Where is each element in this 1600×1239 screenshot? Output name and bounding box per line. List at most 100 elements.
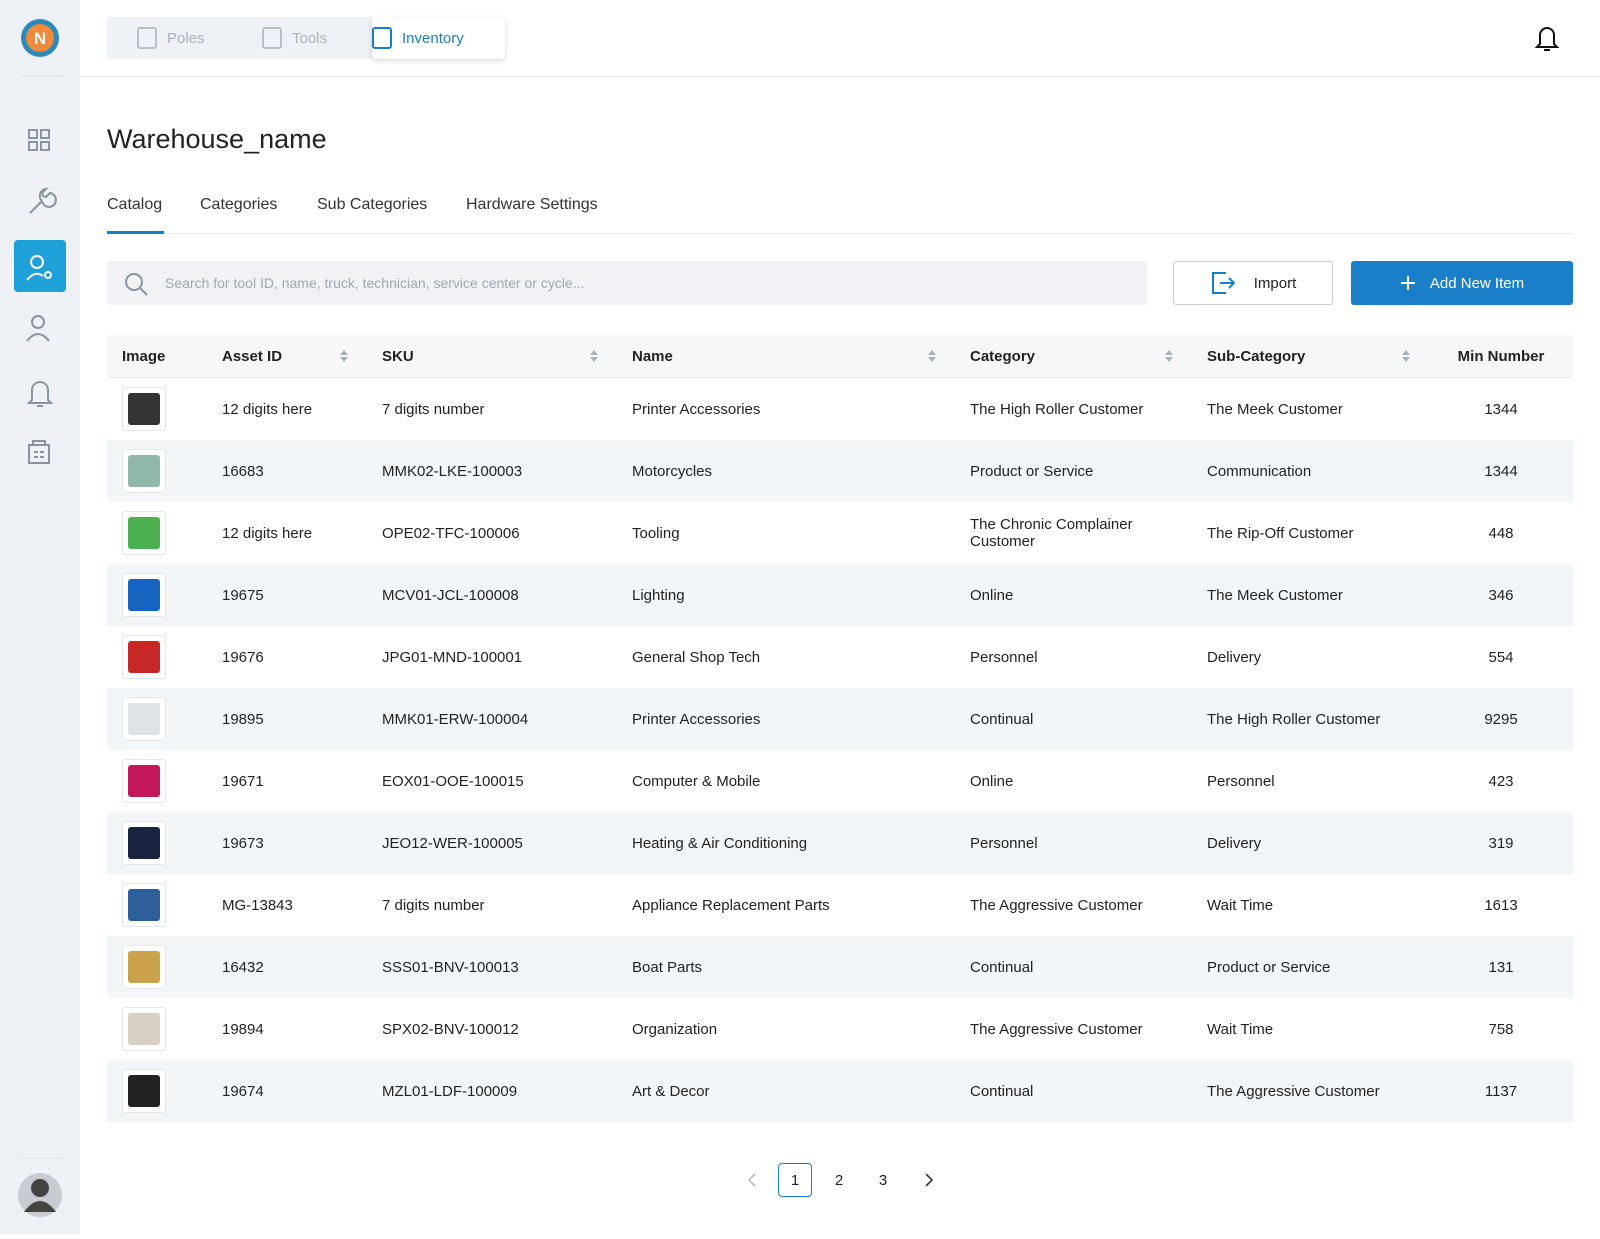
table-cell: EOX01-OOE-100015 (382, 772, 524, 790)
table-cell: Personnel (1207, 772, 1275, 790)
sort-icon[interactable] (1401, 349, 1411, 363)
column-header[interactable]: Sub-Category (1192, 335, 1429, 378)
bell-icon[interactable] (1532, 22, 1562, 54)
table-cell: Heating & Air Conditioning (617, 812, 955, 874)
prev-page[interactable] (745, 1172, 759, 1188)
table-cell: The Aggressive Customer (970, 1020, 1143, 1038)
image-cell (107, 874, 207, 936)
catalog-table: Image Asset ID SKU Name Category Sub-Category… (107, 335, 1573, 1122)
table-cell: 319 (1429, 812, 1573, 874)
table-row[interactable]: 19673 JEO12-WER-100005 Heating & Air Condi… (107, 812, 1573, 874)
table-cell: OPE02-TFC-100006 (382, 524, 520, 542)
table-cell: The Aggressive Customer (1192, 1060, 1429, 1122)
item-thumbnail (122, 821, 166, 865)
item-thumbnail (122, 635, 166, 679)
table-cell: Appliance Replacement Parts (632, 896, 830, 914)
column-header[interactable]: Category (955, 335, 1192, 378)
table-cell: MZL01-LDF-100009 (367, 1060, 617, 1122)
sub-tab[interactable]: Categories (200, 196, 278, 213)
page-number[interactable]: 2 (834, 1171, 844, 1189)
table-row[interactable]: MG-13843 7 digits number Appliance Replace… (107, 874, 1573, 936)
table-cell: MMK01-ERW-100004 (367, 688, 617, 750)
table-cell: The Chronic Complainer Customer (970, 516, 1133, 550)
search-box[interactable]: Search for tool ID, name, truck, technic… (107, 261, 1147, 305)
table-row[interactable]: 19675 MCV01-JCL-100008 Lighting Online The M… (107, 564, 1573, 626)
table-cell: The Aggressive Customer (970, 896, 1143, 914)
table-cell: 19894 (222, 1020, 264, 1038)
nav-tab-icon (137, 27, 157, 49)
item-thumbnail (122, 759, 166, 803)
active-tab-underline (107, 231, 164, 234)
table-cell: Printer Accessories (617, 688, 955, 750)
table-cell: 16683 (207, 440, 367, 502)
column-header[interactable]: Asset ID (207, 335, 367, 378)
page-number[interactable]: 1 (778, 1163, 812, 1197)
table-cell: 19676 (222, 648, 264, 666)
image-cell (107, 688, 207, 750)
sub-tab[interactable]: Hardware Settings (466, 196, 598, 213)
nav-tab[interactable]: Tools (262, 17, 327, 59)
table-cell: Online (955, 564, 1192, 626)
table-cell: 19673 (207, 812, 367, 874)
page-title: Warehouse_name (107, 124, 327, 154)
add-label: Add New Item (1429, 274, 1525, 292)
import-button[interactable]: Import (1173, 261, 1333, 305)
table-cell: Printer Accessories (632, 400, 761, 418)
table-row[interactable]: 19674 MZL01-LDF-100009 Art & Decor Continua… (107, 1060, 1573, 1122)
table-row[interactable]: 16683 MMK02-LKE-100003 Motorcycles Product … (107, 440, 1573, 502)
table-cell: 346 (1429, 564, 1573, 626)
table-cell: 1137 (1429, 1060, 1573, 1122)
item-thumbnail (122, 1007, 166, 1051)
table-cell: The Meek Customer (1192, 564, 1429, 626)
item-thumbnail (122, 449, 166, 493)
svg-text:N: N (34, 29, 46, 48)
table-row[interactable]: 19894 SPX02-BNV-100012 Organization The Agg… (107, 998, 1573, 1060)
table-cell: General Shop Tech (632, 648, 761, 666)
sub-tab[interactable]: Sub Categories (317, 196, 428, 213)
table-row[interactable]: 12 digits here 7 digits number Printer Acc… (107, 378, 1573, 441)
table-cell: SSS01-BNV-100013 (367, 936, 617, 998)
image-cell (107, 378, 207, 441)
sort-icon[interactable] (339, 349, 349, 363)
header-row: Image Asset ID SKU Name Category Sub-Category… (107, 335, 1573, 378)
table-body: 12 digits here 7 digits number Printer Acc… (107, 378, 1573, 1122)
column-header[interactable]: Name (617, 335, 955, 378)
table-row[interactable]: 16432 SSS01-BNV-100013 Boat Parts Continual… (107, 936, 1573, 998)
table-cell: 1344 (1484, 400, 1518, 418)
nav-tab[interactable]: Poles (137, 17, 205, 59)
table-cell: Motorcycles (617, 440, 955, 502)
add-button[interactable]: Add New Item (1351, 261, 1573, 305)
table-cell: Art & Decor (617, 1060, 955, 1122)
table-cell: 19675 (207, 564, 367, 626)
search-placeholder: Search for tool ID, name, truck, technic… (165, 275, 585, 291)
next-page[interactable] (922, 1172, 936, 1188)
table-cell: The Rip-Off Customer (1207, 524, 1354, 542)
nav-tab[interactable]: Inventory (372, 17, 464, 59)
table-cell: 7 digits number (382, 400, 485, 418)
column-header: Min Number (1429, 335, 1573, 378)
page-number[interactable]: 3 (878, 1171, 888, 1189)
table-cell: Personnel (970, 648, 1038, 666)
sidebar: N (0, 0, 80, 1234)
table-row[interactable]: 19895 MMK01-ERW-100004 Printer Accessories… (107, 688, 1573, 750)
sort-icon[interactable] (1164, 349, 1174, 363)
table-cell: 758 (1488, 1020, 1514, 1038)
table-cell: The High Roller Customer (970, 400, 1144, 418)
table-row[interactable]: 12 digits here OPE02-TFC-100006 Tooling The… (107, 502, 1573, 564)
image-cell (107, 1060, 207, 1122)
nav-tab-label: Poles (167, 29, 205, 47)
column-header: Image (107, 335, 207, 378)
table-cell: Continual (955, 936, 1192, 998)
sort-icon[interactable] (589, 349, 599, 363)
image-cell (107, 998, 207, 1060)
table-row[interactable]: 19671 EOX01-OOE-100015 Computer & Mobile On… (107, 750, 1573, 812)
sub-tab[interactable]: Catalog (107, 196, 163, 213)
table-cell: Boat Parts (617, 936, 955, 998)
table-cell: The High Roller Customer (1192, 688, 1429, 750)
column-header[interactable]: SKU (367, 335, 617, 378)
table-cell: Delivery (1192, 812, 1429, 874)
table-cell: Continual (955, 688, 1192, 750)
sort-icon[interactable] (927, 349, 937, 363)
table-row[interactable]: 19676 JPG01-MND-100001 General Shop Tech Pe… (107, 626, 1573, 688)
table-cell: 448 (1488, 524, 1514, 542)
